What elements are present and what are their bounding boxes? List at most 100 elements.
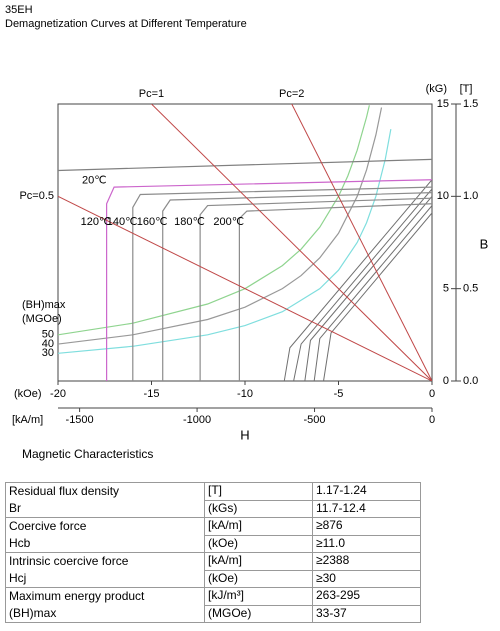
intrinsic-curve xyxy=(106,179,432,381)
intrinsic-curve xyxy=(132,186,432,381)
energy-label: 50 xyxy=(42,329,54,341)
property-text: Coercive force xyxy=(9,519,87,533)
x2-unit: [kA/m] xyxy=(12,414,43,426)
table-cell: 1.17-1.24 xyxy=(312,482,421,501)
table-cell: [T] xyxy=(204,482,313,501)
x2-tick-label: -1000 xyxy=(183,414,211,426)
y2-unit: [T] xyxy=(460,83,473,95)
characteristics-table: Residual flux density Br [T] 1.17-1.24 (kGs)… xyxy=(5,482,421,623)
x2-tick-label: -1500 xyxy=(66,414,94,426)
load-label: Pc=1 xyxy=(139,88,164,100)
normal-curve xyxy=(293,188,432,381)
intrinsic-curve xyxy=(162,192,432,381)
x-tick-label: -15 xyxy=(144,388,160,400)
x-axis-title: H xyxy=(240,427,249,440)
table-cell: ≥30 xyxy=(312,569,421,588)
cell-text: 33-37 xyxy=(316,605,347,620)
chart: (kOe) -20 -15 -10 -5 0 [kA/m] -1500 -1000 -500 0 H (… xyxy=(12,83,489,440)
bh-unit: (MGOe) xyxy=(22,313,62,325)
table-row: (kOe) ≥11.0 xyxy=(6,534,421,553)
table-cell: ≥2388 xyxy=(312,552,421,571)
y-unit: (kG) xyxy=(426,83,447,95)
cell-text: (kGs) xyxy=(208,500,238,515)
table-row: Coercive force Hcb [kA/m] ≥876 xyxy=(5,517,421,553)
table-cell: (kOe) xyxy=(204,534,313,553)
table-cell: [kA/m] xyxy=(204,517,313,536)
load-line xyxy=(291,104,432,381)
property-text: (BH)max xyxy=(9,606,57,620)
temp-label: 180℃ xyxy=(174,216,205,228)
table-cell: (MGOe) xyxy=(204,604,313,623)
intrinsic-curve xyxy=(238,203,432,381)
cell-text: (kOe) xyxy=(208,570,238,585)
normal-curve xyxy=(283,179,432,381)
table-row: (MGOe) 33-37 xyxy=(6,604,421,623)
property-text: Maximum energy product xyxy=(9,589,145,603)
cell-text: (MGOe) xyxy=(208,605,252,620)
temp-label: 120℃ xyxy=(81,216,112,228)
energy-curve xyxy=(58,107,383,345)
table-cell: 263-295 xyxy=(312,587,421,606)
table-row: Maximum energy product (BH)max [kJ/m³] 263-… xyxy=(5,587,421,623)
energy-curve xyxy=(58,105,370,336)
cell-text: ≥11.0 xyxy=(316,535,346,550)
y-tick-label: 10 xyxy=(437,190,449,202)
y-tick-label: 0 xyxy=(443,375,449,387)
y2-tick-label: 0.5 xyxy=(463,283,478,295)
energy-curve xyxy=(58,129,392,354)
load-line xyxy=(58,195,432,381)
temp-label: 160℃ xyxy=(137,216,168,228)
temp-label: 20℃ xyxy=(82,174,107,186)
x-tick-label: 0 xyxy=(429,388,435,400)
grade: 35EH xyxy=(5,4,33,16)
table-row: Residual flux density Br [T] 1.17-1.24 xyxy=(5,482,421,518)
y-axis-title: B xyxy=(480,236,489,251)
normal-curve xyxy=(304,196,432,381)
property-text: Br xyxy=(9,501,21,515)
temp-label: 200℃ xyxy=(213,216,244,228)
property-text: Hcj xyxy=(9,571,27,585)
cell-text: (kOe) xyxy=(208,535,238,550)
y2-tick-label: 1.5 xyxy=(463,98,478,110)
cell-text: ≥2388 xyxy=(316,553,350,567)
property-cell: Residual flux density Br xyxy=(5,482,205,518)
x2-tick-label: 0 xyxy=(429,414,435,426)
table-cell: 33-37 xyxy=(312,604,421,623)
cell-text: 1.17-1.24 xyxy=(316,483,367,497)
table-cell: (kGs) xyxy=(204,499,313,518)
y-tick-label: 5 xyxy=(443,283,449,295)
x-tick-label: -20 xyxy=(50,388,66,400)
x-unit: (kOe) xyxy=(14,388,42,400)
cell-text: ≥30 xyxy=(316,570,336,585)
property-text: Hcb xyxy=(9,536,31,550)
y2-tick-label: 1.0 xyxy=(463,190,478,202)
x-tick-label: -5 xyxy=(334,388,344,400)
property-text: Residual flux density xyxy=(9,484,120,498)
title: Demagnetization Curves at Different Temp… xyxy=(5,18,247,30)
table-cell: [kJ/m³] xyxy=(204,587,313,606)
energy-label: 40 xyxy=(42,338,54,350)
property-cell: Intrinsic coercive force Hcj xyxy=(5,552,205,588)
table-cell: ≥11.0 xyxy=(312,534,421,553)
table-cell: ≥876 xyxy=(312,517,421,536)
bh-label: (BH)max xyxy=(22,299,66,311)
normal-curve xyxy=(313,205,432,381)
load-label: Pc=0.5 xyxy=(19,190,54,202)
cell-text: ≥876 xyxy=(316,518,343,532)
table-cell: (kOe) xyxy=(204,569,313,588)
section-title: Magnetic Characteristics xyxy=(22,447,154,461)
table-cell: [kA/m] xyxy=(204,552,313,571)
plot-frame xyxy=(57,103,433,382)
table-row: Intrinsic coercive force Hcj [kA/m] ≥2388 xyxy=(5,552,421,588)
x2-tick-label: -500 xyxy=(304,414,326,426)
temp-label: 140℃ xyxy=(107,216,138,228)
y2-tick-label: 0.0 xyxy=(463,375,478,387)
cell-text: [T] xyxy=(208,483,222,497)
cell-text: [kA/m] xyxy=(208,553,243,567)
intrinsic-curve xyxy=(199,197,432,381)
load-label: Pc=2 xyxy=(279,88,304,100)
load-line xyxy=(151,104,432,381)
normal-curve xyxy=(323,212,432,381)
property-text: Intrinsic coercive force xyxy=(9,554,129,568)
